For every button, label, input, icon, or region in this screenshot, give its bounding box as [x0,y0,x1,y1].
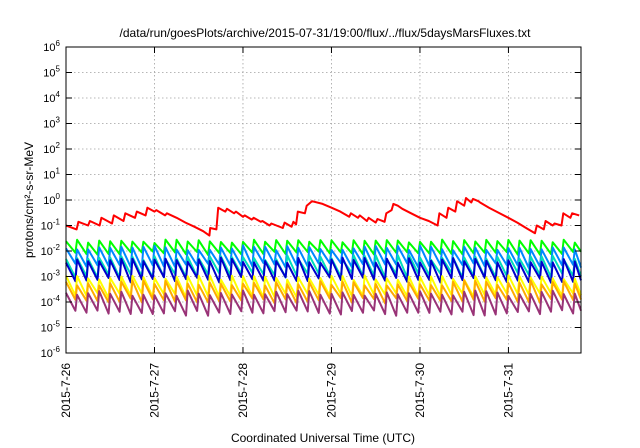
x-axis-label: Coordinated Universal Time (UTC) [231,431,415,445]
y-tick-label: 10-4 [41,294,61,309]
grid-layer [66,47,581,353]
x-tick-label: 2015-7-29 [324,363,338,418]
x-tick-label: 2015-7-27 [147,363,161,418]
y-axis-label: protons/cm²-s-sr-MeV [22,142,36,258]
y-tick-label: 10-5 [41,320,61,335]
y-tick-label: 10-2 [41,243,61,258]
series-line-1 [65,197,580,237]
chart-title: /data/run/goesPlots/archive/2015-07-31/1… [120,26,532,40]
y-tick-label: 10-1 [41,218,61,233]
x-tick-label: 2015-7-31 [501,363,515,418]
y-tick-label: 103 [43,116,60,131]
series-line-7 [65,279,582,305]
x-axis: 2015-7-26 2015-7-27 2015-7-28 2015-7-29 2015… [59,47,515,418]
y-tick-label: 102 [43,141,60,156]
y-tick-label: 106 [43,39,60,54]
y-tick-label: 104 [43,90,60,105]
x-tick-label: 2015-7-30 [413,363,427,418]
y-tick-label: 10-6 [41,345,61,360]
y-axis: 10-6 10-5 10-4 10-3 10-2 10-1 100 101 102 103 104 1… [41,39,581,360]
x-tick-label: 2015-7-26 [59,363,73,418]
series-layer [65,197,582,317]
series-line-5 [65,256,582,284]
y-tick-label: 10-3 [41,269,61,284]
y-tick-label: 100 [43,192,60,207]
x-tick-label: 2015-7-28 [236,363,250,418]
y-tick-label: 105 [43,65,60,80]
y-tick-label: 101 [43,167,60,182]
series-line-8 [65,289,582,317]
